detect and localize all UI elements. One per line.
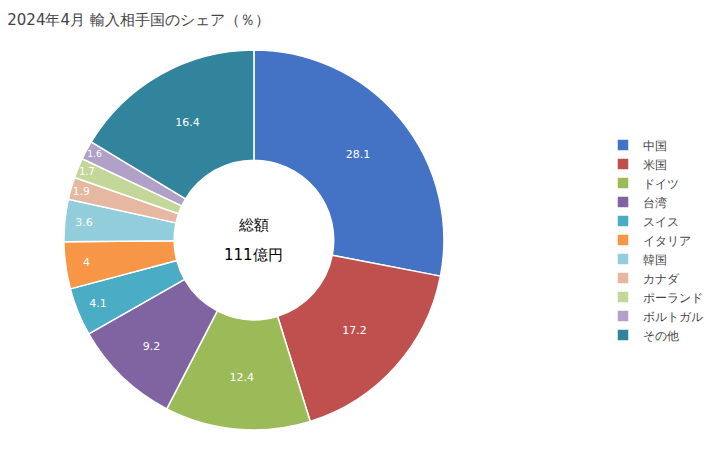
svg-text:ボルトガル: ボルトガル [643,310,703,324]
svg-text:イタリア: イタリア [643,234,691,248]
svg-text:28.1: 28.1 [346,148,371,161]
svg-text:16.4: 16.4 [175,116,200,129]
svg-text:3.6: 3.6 [75,216,93,229]
svg-text:韓国: 韓国 [643,253,667,267]
svg-text:中国: 中国 [643,139,667,153]
svg-text:4.1: 4.1 [89,297,107,310]
svg-text:1.9: 1.9 [73,185,90,198]
svg-text:米国: 米国 [643,158,667,172]
svg-text:111億円: 111億円 [224,246,283,264]
svg-text:台湾: 台湾 [643,196,667,210]
svg-text:4: 4 [83,256,90,269]
svg-text:ドイツ: ドイツ [643,177,679,191]
svg-text:1.6: 1.6 [87,149,102,159]
svg-text:カナダ: カナダ [643,272,680,286]
svg-text:1.7: 1.7 [79,166,94,177]
svg-text:12.4: 12.4 [230,371,255,384]
svg-text:2024年4月 輸入相手国のシェア（％）: 2024年4月 輸入相手国のシェア（％） [7,11,270,29]
svg-text:その他: その他 [643,329,679,343]
svg-text:総額: 総額 [238,216,269,234]
svg-text:9.2: 9.2 [143,340,161,353]
svg-text:17.2: 17.2 [342,324,367,337]
svg-text:スイス: スイス [643,215,679,229]
svg-text:ポーランド: ポーランド [643,291,703,305]
